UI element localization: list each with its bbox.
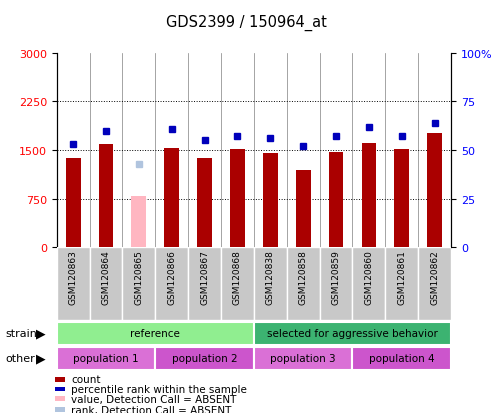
Text: GSM120860: GSM120860 (364, 250, 373, 305)
Text: value, Detection Call = ABSENT: value, Detection Call = ABSENT (71, 394, 237, 404)
Text: count: count (71, 374, 101, 384)
Text: GSM120866: GSM120866 (167, 250, 176, 305)
Text: ▶: ▶ (36, 327, 46, 340)
Bar (319, 248, 352, 320)
Text: GSM120861: GSM120861 (397, 250, 406, 305)
Bar (221, 248, 254, 320)
Text: GSM120858: GSM120858 (299, 250, 308, 305)
Text: GSM120867: GSM120867 (200, 250, 209, 305)
Bar (296, 171, 311, 248)
Bar (361, 144, 376, 248)
Text: population 1: population 1 (73, 353, 139, 363)
Text: reference: reference (130, 328, 180, 339)
Text: population 2: population 2 (172, 353, 238, 363)
Bar (122, 248, 155, 320)
Bar (132, 196, 146, 248)
Bar (57, 322, 254, 345)
Text: ▶: ▶ (36, 352, 46, 365)
Text: other: other (5, 353, 35, 363)
Bar (230, 150, 245, 248)
Bar (394, 150, 409, 248)
Text: GSM120838: GSM120838 (266, 250, 275, 305)
Bar (57, 248, 90, 320)
Text: rank, Detection Call = ABSENT: rank, Detection Call = ABSENT (71, 405, 232, 413)
Text: selected for aggressive behavior: selected for aggressive behavior (267, 328, 438, 339)
Bar (55, 407, 65, 412)
Text: strain: strain (5, 328, 37, 339)
Bar (254, 248, 287, 320)
Bar (254, 322, 451, 345)
Bar (418, 248, 451, 320)
Bar (55, 377, 65, 382)
Text: percentile rank within the sample: percentile rank within the sample (71, 384, 247, 394)
Bar (263, 154, 278, 248)
Bar (155, 347, 254, 370)
Bar (99, 145, 113, 248)
Bar (188, 248, 221, 320)
Bar (57, 347, 155, 370)
Bar (155, 248, 188, 320)
Bar (66, 159, 80, 248)
Bar (386, 248, 418, 320)
Bar (197, 159, 212, 248)
Text: GSM120865: GSM120865 (135, 250, 143, 305)
Bar (55, 396, 65, 401)
Text: population 3: population 3 (270, 353, 336, 363)
Bar (55, 387, 65, 392)
Bar (352, 248, 386, 320)
Text: GSM120862: GSM120862 (430, 250, 439, 304)
Text: GDS2399 / 150964_at: GDS2399 / 150964_at (166, 14, 327, 31)
Bar (90, 248, 122, 320)
Text: GSM120868: GSM120868 (233, 250, 242, 305)
Bar (427, 134, 442, 248)
Text: GSM120864: GSM120864 (102, 250, 110, 304)
Bar (287, 248, 319, 320)
Text: GSM120859: GSM120859 (332, 250, 341, 305)
Bar (164, 149, 179, 248)
Bar (352, 347, 451, 370)
Bar (254, 347, 352, 370)
Text: GSM120863: GSM120863 (69, 250, 77, 305)
Text: population 4: population 4 (369, 353, 435, 363)
Bar (329, 153, 344, 248)
